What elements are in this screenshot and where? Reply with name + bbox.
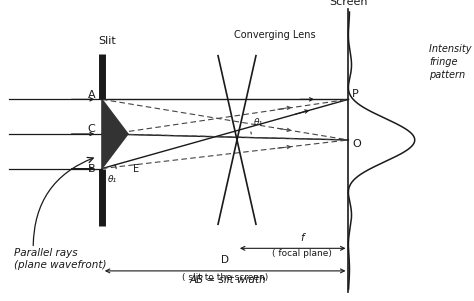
- Text: ( slit to the screen): ( slit to the screen): [182, 273, 268, 282]
- Text: Parallel rays
(plane wavefront): Parallel rays (plane wavefront): [14, 248, 107, 270]
- Text: Slit: Slit: [98, 36, 116, 46]
- Text: D: D: [221, 255, 229, 265]
- Text: C: C: [88, 124, 95, 135]
- Text: E: E: [133, 163, 139, 174]
- Text: θ₁: θ₁: [254, 118, 263, 127]
- Text: B: B: [88, 163, 95, 174]
- Text: Intensity in
fringe
pattern: Intensity in fringe pattern: [429, 44, 474, 80]
- Text: O: O: [352, 139, 361, 150]
- Text: θ₁: θ₁: [108, 175, 117, 184]
- Text: A: A: [88, 90, 95, 100]
- Text: f: f: [301, 233, 304, 243]
- Polygon shape: [102, 99, 128, 169]
- Text: Converging Lens: Converging Lens: [234, 29, 316, 40]
- Text: Screen: Screen: [329, 0, 368, 7]
- Text: P: P: [352, 89, 359, 99]
- Text: AB = slit width: AB = slit width: [190, 275, 266, 285]
- Text: ( focal plane): ( focal plane): [272, 249, 332, 258]
